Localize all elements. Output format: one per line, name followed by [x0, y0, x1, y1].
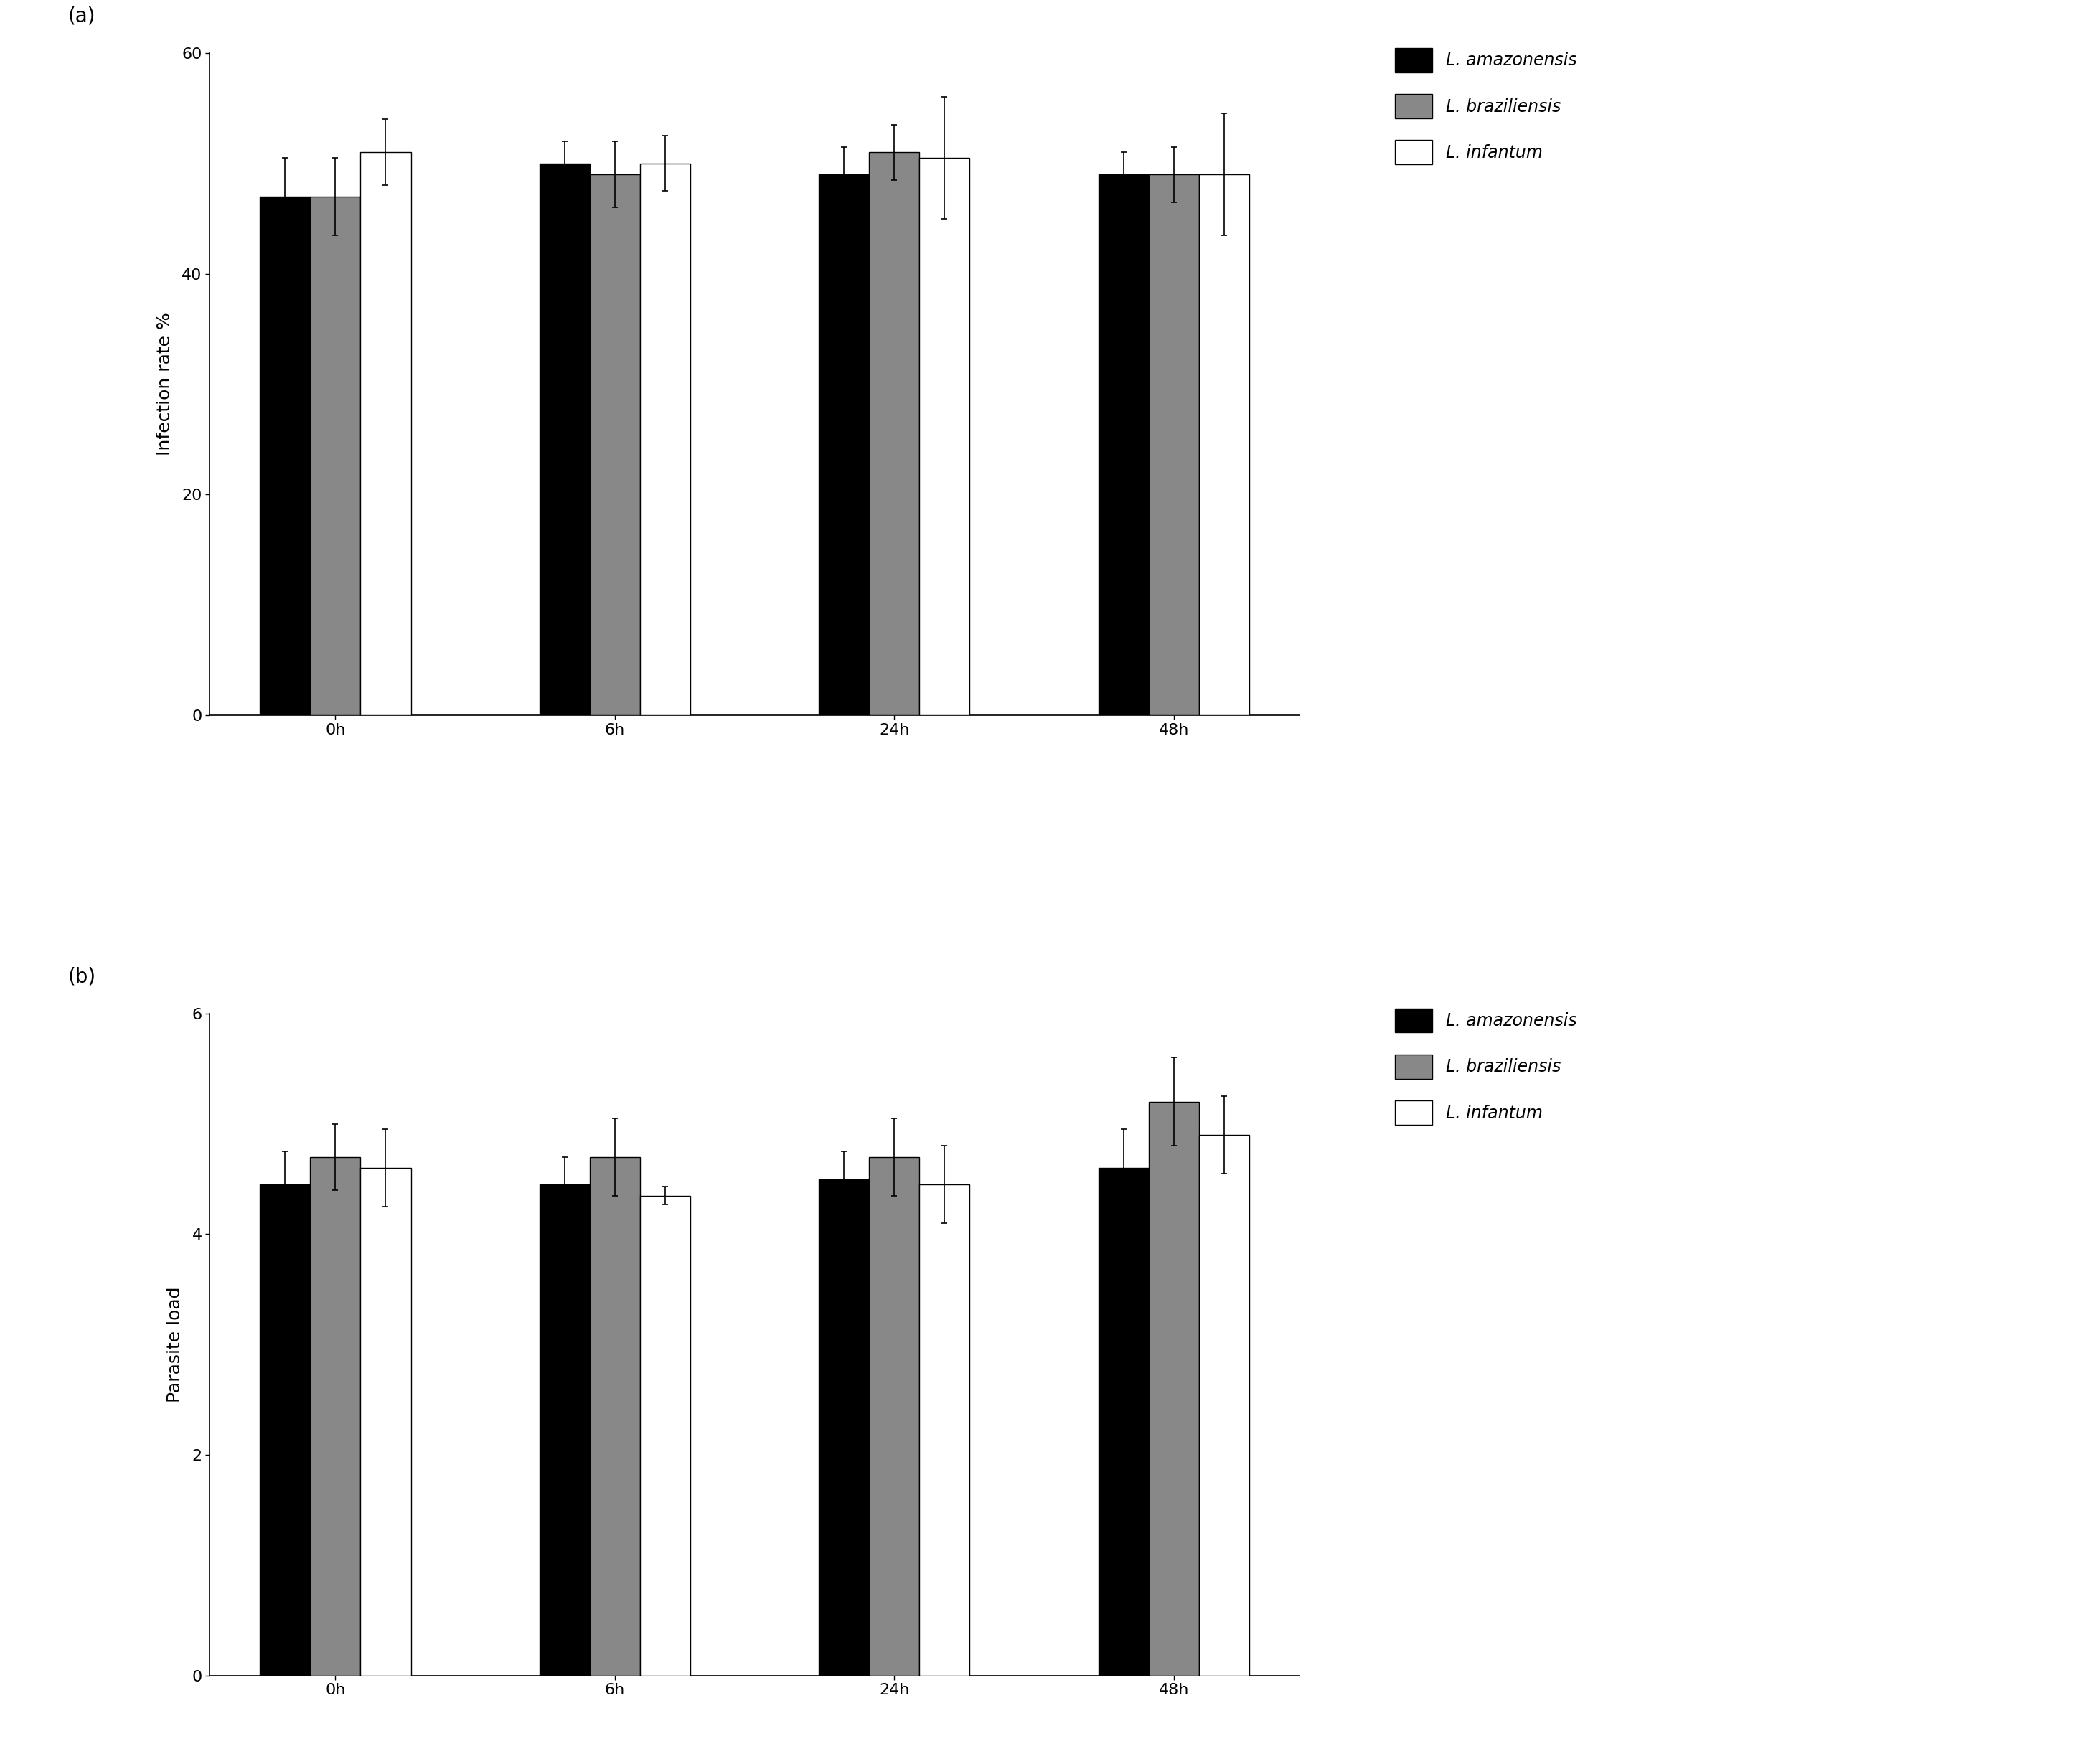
Bar: [920, 157, 970, 716]
Bar: [539, 1184, 589, 1676]
Y-axis label: Infection rate %: Infection rate %: [157, 312, 174, 455]
Bar: [310, 1157, 361, 1676]
Bar: [361, 152, 411, 716]
Bar: [920, 1184, 970, 1676]
Bar: [310, 196, 361, 716]
Bar: [1199, 1134, 1249, 1676]
Bar: [539, 164, 589, 716]
Bar: [639, 1196, 690, 1676]
Bar: [820, 175, 870, 716]
Bar: [589, 1157, 639, 1676]
Bar: [1149, 175, 1199, 716]
Bar: [639, 164, 690, 716]
Bar: [1098, 1168, 1149, 1676]
Bar: [589, 175, 639, 716]
Bar: [820, 1178, 870, 1676]
Legend: L. amazonensis, L. braziliensis, L. infantum: L. amazonensis, L. braziliensis, L. infa…: [1396, 48, 1576, 164]
Bar: [870, 152, 920, 716]
Bar: [870, 1157, 920, 1676]
Bar: [361, 1168, 411, 1676]
Text: (b): (b): [67, 967, 96, 986]
Y-axis label: Parasite load: Parasite load: [168, 1286, 184, 1402]
Text: (a): (a): [67, 7, 96, 26]
Bar: [260, 1184, 310, 1676]
Bar: [260, 196, 310, 716]
Legend: L. amazonensis, L. braziliensis, L. infantum: L. amazonensis, L. braziliensis, L. infa…: [1396, 1009, 1576, 1125]
Bar: [1199, 175, 1249, 716]
Bar: [1098, 175, 1149, 716]
Bar: [1149, 1102, 1199, 1676]
